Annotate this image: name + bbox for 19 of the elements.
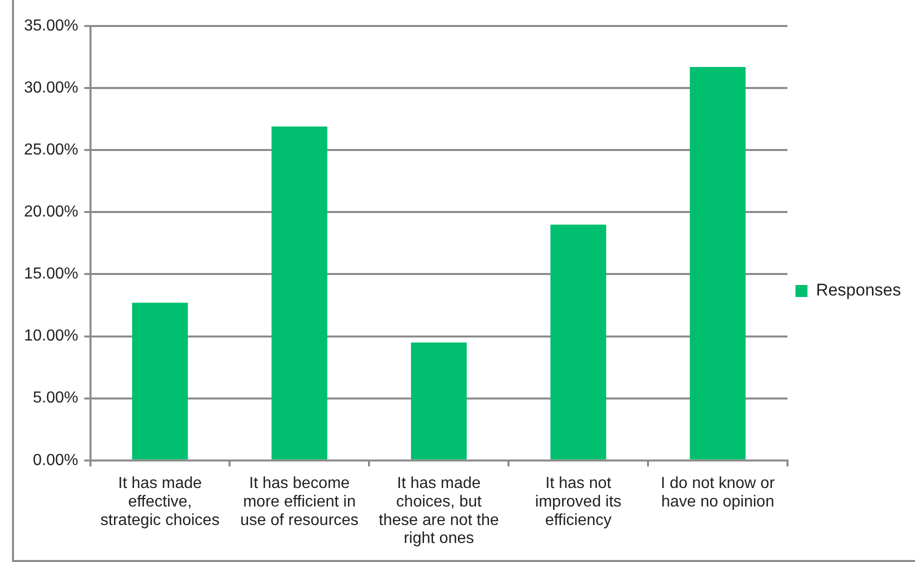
x-tick-label: It has become more efficient in use of resources [240, 475, 359, 529]
bar [410, 342, 467, 460]
y-tick-label: 30.00% [24, 79, 78, 96]
bar [132, 302, 188, 460]
y-tick-label: 5.00% [32, 390, 78, 407]
bar [690, 66, 746, 460]
y-tick-label: 15.00% [24, 266, 78, 283]
y-tick-label: 25.00% [24, 142, 78, 159]
legend-label: Responses [816, 280, 902, 300]
x-tick-label: It has not improved its efficiency [535, 475, 622, 529]
bar [272, 126, 328, 460]
y-tick-label: 0.00% [32, 452, 78, 469]
x-tick-label: It has made choices, but these are not the right ones [378, 475, 499, 548]
x-tick-label: I do not know or have no opinion [660, 475, 776, 510]
x-tick-label: It has made effective, strategic choices [100, 475, 220, 529]
y-tick-label: 20.00% [24, 204, 78, 221]
y-tick-label: 10.00% [24, 328, 78, 345]
y-tick-label: 35.00% [24, 17, 78, 34]
bar [550, 224, 606, 460]
